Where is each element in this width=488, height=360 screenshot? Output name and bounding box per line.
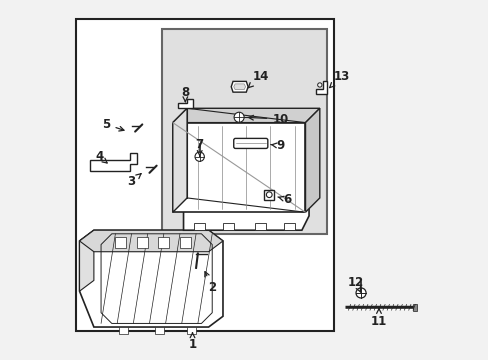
Text: 9: 9 bbox=[270, 139, 284, 152]
Polygon shape bbox=[172, 123, 305, 212]
Bar bbox=[264, 190, 274, 200]
Bar bbox=[76, 19, 333, 330]
Polygon shape bbox=[284, 223, 294, 230]
Polygon shape bbox=[115, 237, 126, 248]
Polygon shape bbox=[155, 327, 163, 334]
FancyBboxPatch shape bbox=[233, 138, 267, 148]
Polygon shape bbox=[80, 230, 223, 252]
Polygon shape bbox=[80, 230, 94, 291]
Text: 6: 6 bbox=[277, 193, 291, 206]
Polygon shape bbox=[316, 81, 326, 94]
Text: 4: 4 bbox=[95, 150, 107, 163]
Text: 5: 5 bbox=[102, 118, 124, 131]
Circle shape bbox=[317, 83, 321, 87]
Polygon shape bbox=[172, 108, 319, 123]
Polygon shape bbox=[172, 108, 187, 212]
Polygon shape bbox=[80, 230, 223, 327]
Bar bbox=[162, 30, 326, 234]
Text: 2: 2 bbox=[204, 272, 216, 294]
Text: 11: 11 bbox=[370, 309, 386, 328]
Polygon shape bbox=[187, 327, 196, 334]
Polygon shape bbox=[119, 327, 128, 334]
Polygon shape bbox=[194, 223, 204, 230]
Text: 8: 8 bbox=[181, 86, 189, 102]
Polygon shape bbox=[233, 84, 245, 90]
Text: 7: 7 bbox=[195, 138, 203, 156]
Polygon shape bbox=[412, 304, 416, 311]
Polygon shape bbox=[178, 99, 192, 108]
Text: 13: 13 bbox=[329, 69, 349, 88]
Circle shape bbox=[234, 112, 244, 122]
Circle shape bbox=[355, 288, 366, 298]
Polygon shape bbox=[231, 81, 247, 92]
Polygon shape bbox=[183, 116, 308, 230]
Text: 12: 12 bbox=[347, 276, 363, 292]
Polygon shape bbox=[90, 153, 137, 171]
Polygon shape bbox=[255, 223, 265, 230]
Circle shape bbox=[195, 152, 204, 161]
Polygon shape bbox=[305, 108, 319, 212]
Polygon shape bbox=[180, 237, 190, 248]
Circle shape bbox=[266, 192, 271, 198]
Text: 1: 1 bbox=[188, 333, 196, 351]
Polygon shape bbox=[223, 223, 233, 230]
Text: 14: 14 bbox=[248, 69, 268, 88]
Polygon shape bbox=[137, 237, 147, 248]
Text: 10: 10 bbox=[248, 113, 288, 126]
Text: 3: 3 bbox=[127, 174, 141, 188]
Polygon shape bbox=[158, 237, 169, 248]
